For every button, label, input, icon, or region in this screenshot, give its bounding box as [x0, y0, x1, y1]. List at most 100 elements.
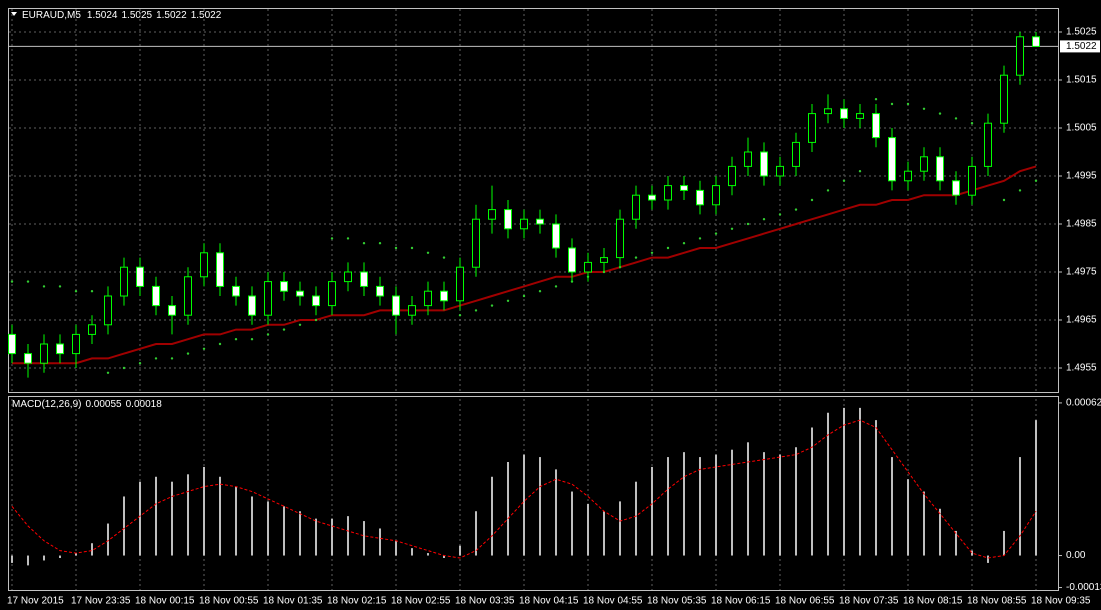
sar-dot: [218, 342, 222, 346]
candle-body: [808, 113, 816, 143]
candle-body: [424, 290, 432, 307]
x-tick-label: 18 Nov 06:15: [711, 596, 771, 607]
sar-dot: [282, 328, 286, 331]
candle-body: [600, 257, 608, 263]
open-value: 1.5024: [87, 10, 118, 21]
sar-dot: [154, 357, 158, 360]
candle-body: [104, 295, 112, 326]
y-tick-label: 0.00: [1066, 550, 1086, 561]
sar-dot: [314, 318, 318, 322]
candle-body: [872, 113, 880, 139]
candle-body: [296, 290, 304, 297]
sar-dot: [810, 198, 814, 202]
y-tick-label: 1.4995: [1066, 171, 1097, 182]
candle-body: [120, 266, 128, 297]
candle-body: [792, 141, 800, 167]
sar-dot: [746, 222, 750, 226]
sar-dot: [138, 362, 142, 365]
sar-dot: [1018, 189, 1022, 192]
y-tick-label: 1.5005: [1066, 123, 1097, 134]
candle-body: [440, 290, 448, 302]
y-tick-label: 1.4965: [1066, 315, 1097, 326]
x-tick-label: 18 Nov 04:15: [519, 596, 579, 607]
y-tick-label: 1.4985: [1066, 219, 1097, 230]
candle-body: [472, 218, 480, 268]
x-tick-label: 18 Nov 08:55: [967, 596, 1027, 607]
candle-body: [632, 194, 640, 220]
sar-dot: [10, 280, 14, 283]
sar-dot: [490, 304, 494, 307]
sar-dot: [890, 102, 894, 106]
sar-dot: [298, 323, 302, 326]
sar-dot: [938, 112, 942, 115]
sar-dot: [842, 179, 846, 182]
candle-body: [920, 156, 928, 172]
sar-dot: [826, 189, 830, 192]
sar-dot: [730, 227, 734, 230]
candle-body: [1016, 36, 1024, 76]
x-tick-label: 18 Nov 08:15: [903, 596, 963, 607]
candle-body: [136, 266, 144, 287]
sar-dot: [538, 290, 542, 293]
candle-body: [232, 285, 240, 297]
x-tick-label: 18 Nov 05:35: [647, 596, 707, 607]
candle-body: [696, 189, 704, 206]
candle-body: [552, 223, 560, 249]
sar-dot: [250, 338, 254, 341]
y-tick-label: 1.4955: [1066, 363, 1097, 374]
macd-header: MACD(12,26,9) 0.00055 0.00018: [12, 399, 162, 410]
sar-dot: [666, 246, 670, 250]
signal-value: 0.00018: [126, 399, 163, 410]
sar-dot: [762, 218, 766, 221]
candle-body: [520, 218, 528, 230]
sar-dot: [970, 122, 974, 125]
high-value: 1.5025: [122, 10, 153, 21]
sar-dot: [426, 251, 430, 254]
candle-body: [152, 285, 160, 307]
sar-dot: [698, 237, 702, 240]
sar-dot: [554, 285, 558, 288]
x-tick-label: 18 Nov 04:55: [583, 596, 643, 607]
candle-body: [56, 343, 64, 355]
candle-body: [1032, 36, 1040, 47]
sar-dot: [106, 371, 110, 374]
menu-arrow[interactable]: [11, 12, 17, 16]
candle-body: [680, 185, 688, 191]
sar-dot: [682, 242, 686, 245]
sar-dot: [122, 366, 126, 370]
x-tick-label: 18 Nov 03:35: [455, 596, 515, 607]
sar-dot: [346, 237, 350, 240]
moving-average: [12, 165, 1037, 365]
macd-value: 0.00055: [85, 399, 122, 410]
sar-dot: [794, 208, 798, 211]
candle-body: [344, 271, 352, 283]
sar-dot: [170, 357, 174, 360]
candle-body: [360, 271, 368, 287]
close-value: 1.5022: [191, 10, 222, 21]
x-tick-label: 18 Nov 01:35: [263, 596, 323, 607]
candle-body: [776, 165, 784, 177]
candle-body: [536, 218, 544, 225]
sar-dot: [506, 299, 510, 302]
y-tick-label: 1.5025: [1066, 27, 1097, 38]
candle-body: [856, 113, 864, 119]
candle-body: [584, 261, 592, 273]
sar-dot: [954, 117, 958, 120]
sar-dot: [442, 256, 446, 259]
candle-body: [24, 353, 32, 364]
candle-body: [824, 108, 832, 115]
sar-dot: [906, 102, 910, 106]
candle-body: [72, 333, 80, 355]
x-tick-label: 18 Nov 06:55: [775, 596, 835, 607]
candle-body: [376, 285, 384, 297]
main-pane-frame: [8, 8, 1059, 393]
sar-dot: [90, 290, 94, 293]
candle-body: [216, 252, 224, 287]
sar-dot: [1034, 179, 1038, 182]
sar-dot: [42, 285, 46, 288]
candle-body: [952, 180, 960, 196]
sar-dot: [362, 242, 366, 245]
x-tick-label: 18 Nov 09:35: [1031, 596, 1091, 607]
